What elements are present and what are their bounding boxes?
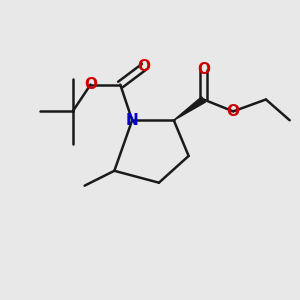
Text: O: O xyxy=(138,59,151,74)
Text: O: O xyxy=(227,104,240,119)
Text: O: O xyxy=(197,62,210,77)
Text: O: O xyxy=(84,77,97,92)
Text: N: N xyxy=(126,113,139,128)
Polygon shape xyxy=(174,97,206,120)
